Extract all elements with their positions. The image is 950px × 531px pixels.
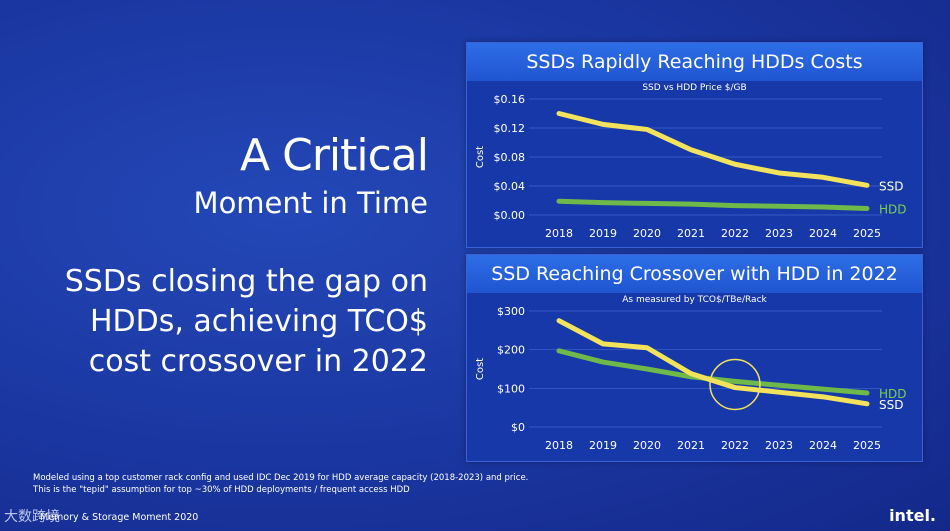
subheadline: SSDs closing the gap on HDDs, achieving … xyxy=(0,262,428,382)
subheadline-line: HDDs, achieving TCO$ xyxy=(89,304,428,339)
footnote: Modeled using a top customer rack config… xyxy=(33,472,528,496)
data-point-ssd xyxy=(557,112,561,115)
tco-chart-panel: SSD Reaching Crossover with HDD in 2022 … xyxy=(466,254,923,462)
price-chart-panel: SSDs Rapidly Reaching HDDs Costs SSD vs … xyxy=(466,42,923,248)
y-axis-label: Cost xyxy=(475,146,486,168)
watermark: 大数跨境 xyxy=(4,509,60,525)
chart-subtitle: As measured by TCO$/TBe/Rack xyxy=(622,295,767,305)
data-point-ssd xyxy=(689,372,693,376)
data-point-ssd xyxy=(645,127,649,131)
x-tick-label: 2022 xyxy=(721,439,749,452)
footnote-line: This is the "tepid" assumption for top ~… xyxy=(33,485,410,495)
chart-title: SSD Reaching Crossover with HDD in 2022 xyxy=(467,255,922,293)
x-tick-label: 2021 xyxy=(677,439,705,452)
chart-title: SSDs Rapidly Reaching HDDs Costs xyxy=(467,43,922,81)
data-point-ssd xyxy=(601,342,605,346)
x-tick-label: 2024 xyxy=(809,227,837,240)
tco-chart: $0 $100 $200 $300 2018 2019 2020 2021 2022 2023 20… xyxy=(475,305,907,452)
series-label-hdd: HDD xyxy=(879,387,907,401)
series-label-ssd: SSD xyxy=(879,398,903,412)
x-tick-label: 2023 xyxy=(765,227,793,240)
x-tick-label: 2019 xyxy=(589,439,617,452)
data-point-ssd xyxy=(689,148,693,152)
y-tick-label: $0.12 xyxy=(494,122,526,135)
data-point-hdd xyxy=(733,379,737,383)
x-tick-label: 2021 xyxy=(677,227,705,240)
data-point-ssd xyxy=(865,183,869,187)
data-point-hdd xyxy=(865,206,869,210)
data-point-ssd xyxy=(777,171,781,175)
intel-logo: intel. xyxy=(889,506,936,525)
data-point-hdd xyxy=(601,360,605,364)
x-tick-label: 2020 xyxy=(633,227,661,240)
data-point-ssd xyxy=(733,162,737,166)
data-point-hdd xyxy=(821,205,825,209)
x-tick-label: 2023 xyxy=(765,439,793,452)
y-tick-label: $0.08 xyxy=(494,151,526,164)
x-tick-label: 2025 xyxy=(853,439,881,452)
series-line-ssd xyxy=(556,111,870,188)
crossover-highlight-circle xyxy=(709,358,761,411)
event-name: Memory & Storage Moment 2020 xyxy=(40,512,199,523)
data-point-hdd xyxy=(645,201,649,205)
y-axis-label: Cost xyxy=(475,358,486,380)
y-tick-label: $0 xyxy=(511,421,525,434)
data-point-hdd xyxy=(689,202,693,206)
data-point-hdd xyxy=(777,204,781,208)
data-point-ssd xyxy=(557,319,561,323)
data-point-ssd xyxy=(777,390,781,394)
series-line-hdd xyxy=(556,198,870,211)
footnote-line: Modeled using a top customer rack config… xyxy=(33,473,529,483)
x-tick-label: 2025 xyxy=(853,227,881,240)
y-tick-label: $0.16 xyxy=(494,93,526,106)
x-tick-label: 2020 xyxy=(633,439,661,452)
subheadline-line: SSDs closing the gap on xyxy=(64,264,428,299)
y-tick-label: $300 xyxy=(497,305,525,318)
data-point-ssd xyxy=(733,386,737,390)
x-tick-label: 2018 xyxy=(545,439,573,452)
data-point-hdd xyxy=(733,204,737,208)
data-point-ssd xyxy=(821,395,825,399)
data-point-hdd xyxy=(645,367,649,371)
chart-subtitle: SSD vs HDD Price $/GB xyxy=(642,83,747,93)
y-tick-label: $100 xyxy=(497,382,525,395)
data-point-ssd xyxy=(601,122,605,126)
x-tick-label: 2019 xyxy=(589,227,617,240)
y-tick-label: $200 xyxy=(497,344,525,357)
headline-title: A Critical xyxy=(240,130,429,181)
series-label-ssd: SSD xyxy=(879,179,903,193)
headline-subtitle: Moment in Time xyxy=(193,186,428,220)
x-tick-label: 2018 xyxy=(545,227,573,240)
data-point-hdd xyxy=(557,199,561,203)
data-point-ssd xyxy=(645,346,649,350)
subheadline-line: cost crossover in 2022 xyxy=(88,344,428,379)
data-point-hdd xyxy=(601,201,605,205)
price-chart: $0.00 $0.04 $0.08 $0.12 $0.16 2018 2019 2020 202… xyxy=(475,93,907,240)
series-line-ssd xyxy=(556,318,870,407)
data-point-hdd xyxy=(865,391,869,395)
data-point-ssd xyxy=(821,175,825,179)
data-point-hdd xyxy=(557,349,561,353)
data-point-hdd xyxy=(821,387,825,391)
data-point-ssd xyxy=(865,402,869,406)
y-tick-label: $0.00 xyxy=(494,209,526,222)
x-tick-label: 2024 xyxy=(809,439,837,452)
x-tick-label: 2022 xyxy=(721,227,749,240)
y-tick-label: $0.04 xyxy=(494,180,526,193)
series-label-hdd: HDD xyxy=(879,202,907,216)
data-point-hdd xyxy=(777,383,781,387)
